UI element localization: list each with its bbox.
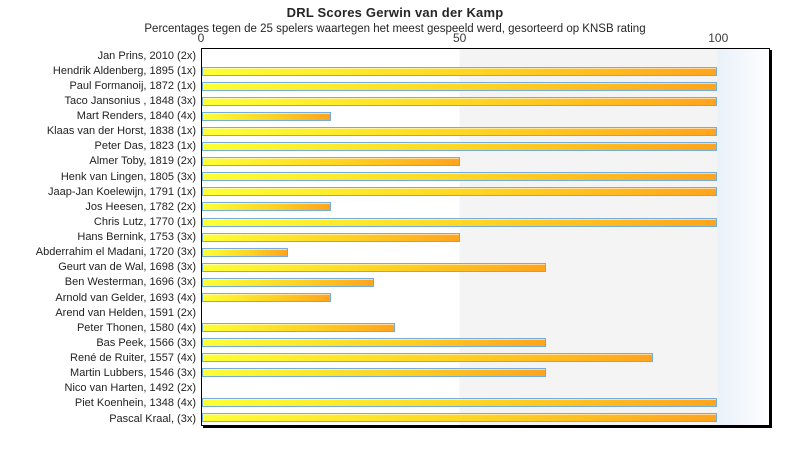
bar	[202, 262, 546, 272]
y-axis-labels: Jan Prins, 2010 (2x) Hendrik Aldenberg, 1…	[0, 48, 196, 426]
bar	[202, 157, 460, 167]
chart-subtitle: Percentages tegen de 25 spelers waartege…	[144, 23, 646, 35]
bar	[202, 142, 718, 152]
bar-row	[202, 245, 769, 260]
bar-row	[202, 365, 769, 380]
bar-row	[202, 380, 769, 395]
y-axis-label: Peter Thonen, 1580 (4x)	[76, 321, 196, 334]
bar	[202, 232, 460, 242]
bar-row	[202, 109, 769, 124]
bar-row	[202, 350, 769, 365]
bar-row	[202, 49, 769, 64]
bar	[202, 97, 718, 107]
y-axis-label: Hendrik Aldenberg, 1895 (1x)	[52, 64, 196, 77]
y-axis-label: Chris Lutz, 1770 (1x)	[93, 215, 196, 228]
y-axis-label: Klaas van der Horst, 1838 (1x)	[46, 125, 196, 138]
y-axis-label: Nico van Harten, 1492 (2x)	[64, 382, 196, 395]
y-axis-label: Abderrahim el Madani, 1720 (3x)	[35, 246, 196, 259]
y-axis-label: Mart Renders, 1840 (4x)	[76, 110, 196, 123]
x-tick-label: 100	[708, 31, 729, 45]
x-tick-label: 50	[452, 31, 467, 45]
y-axis-label: Bas Peek, 1566 (3x)	[96, 336, 196, 349]
bar	[202, 172, 718, 182]
bar-row	[202, 79, 769, 94]
bar	[202, 187, 718, 197]
bar	[202, 202, 331, 212]
bar-row	[202, 64, 769, 79]
bar-row	[202, 124, 769, 139]
x-axis-ticks: 0 50 100	[197, 31, 770, 45]
bar-row	[202, 184, 769, 199]
bar	[202, 352, 654, 362]
bar-row	[202, 290, 769, 305]
bar-row	[202, 230, 769, 245]
y-axis-label: Jaap-Jan Koelewijn, 1791 (1x)	[48, 185, 196, 198]
bar	[202, 217, 718, 227]
bar	[202, 368, 546, 377]
y-axis-label: Ben Westerman, 1696 (3x)	[64, 276, 196, 289]
y-axis-label: Paul Formanoij, 1872 (1x)	[69, 79, 196, 92]
bar	[202, 247, 289, 257]
y-axis-label: Arend van Helden, 1591 (2x)	[55, 306, 196, 319]
plot-area	[201, 48, 770, 426]
bar-row	[202, 395, 769, 410]
y-axis-label: Peter Das, 1823 (1x)	[94, 140, 197, 153]
bar-row	[202, 139, 769, 154]
y-axis-label: Henk van Lingen, 1805 (3x)	[60, 170, 196, 183]
y-axis-label: Jos Heesen, 1782 (2x)	[85, 200, 196, 213]
y-axis-label: Jan Prins, 2010 (2x)	[97, 49, 196, 62]
bar-row	[202, 320, 769, 335]
bar	[202, 112, 331, 122]
bar	[202, 337, 546, 347]
y-axis-label: Piet Koenhein, 1348 (4x)	[74, 397, 196, 410]
bar-row	[202, 260, 769, 275]
bar	[202, 82, 718, 92]
y-axis-label: Hans Bernink, 1753 (3x)	[77, 231, 196, 244]
chart-title: DRL Scores Gerwin van der Kamp	[286, 5, 504, 20]
bar	[202, 322, 396, 332]
bar-row	[202, 275, 769, 290]
bar	[202, 67, 718, 77]
y-axis-label: Almer Toby, 1819 (2x)	[89, 155, 196, 168]
bar-row	[202, 94, 769, 109]
y-axis-label: René de Ruiter, 1557 (4x)	[70, 352, 196, 365]
bar-row	[202, 215, 769, 230]
bar-row	[202, 169, 769, 184]
bar	[202, 277, 374, 287]
bar-row	[202, 305, 769, 320]
bar	[202, 292, 331, 302]
y-axis-label: Arnold van Gelder, 1693 (4x)	[55, 291, 196, 304]
y-axis-label: Martin Lubbers, 1546 (3x)	[70, 367, 196, 380]
y-axis-label: Geurt van de Wal, 1698 (3x)	[58, 261, 196, 274]
y-axis-label: Taco Jansonius , 1848 (3x)	[64, 94, 196, 107]
bar	[202, 398, 718, 408]
y-axis-label: Pascal Kraal, (3x)	[109, 412, 196, 425]
bar-row	[202, 335, 769, 350]
bar	[202, 413, 718, 423]
bar	[202, 127, 718, 137]
bar-row	[202, 410, 769, 425]
x-tick-label: 0	[197, 31, 205, 45]
bar-row	[202, 154, 769, 169]
bar-row	[202, 199, 769, 214]
